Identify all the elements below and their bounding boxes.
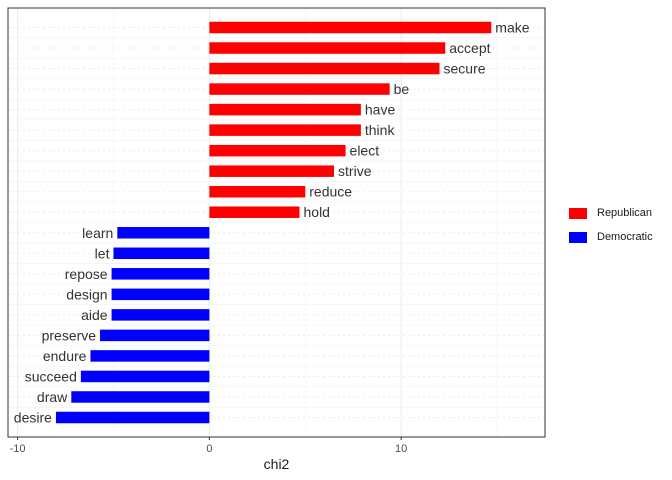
x-tick-label: -10 [10,443,26,455]
bar-republican-make [209,21,492,34]
bar-label-think: think [365,122,396,138]
bar-label-aide: aide [81,307,108,323]
bar-label-accept: accept [449,40,490,56]
bar-republican-accept [209,42,446,54]
bar-democratic-preserve [100,329,210,342]
legend-swatch-democratic [569,231,587,243]
bar-label-hold: hold [304,204,330,220]
bar-label-draw: draw [37,389,68,405]
bar-label-endure: endure [43,348,87,364]
bar-republican-strive [209,165,335,177]
legend-label-republican: Republican [597,207,653,219]
bar-label-strive: strive [338,163,372,179]
bar-democratic-aide [111,309,210,321]
legend-swatch-republican [569,207,587,219]
bar-label-make: make [495,20,529,36]
bar-label-let: let [95,245,110,261]
bar-label-be: be [394,81,410,97]
bar-republican-have [209,103,361,116]
bar-democratic-let [113,247,210,260]
bar-republican-elect [209,144,346,157]
bar-label-learn: learn [82,225,113,241]
bar-label-secure: secure [444,61,486,77]
bar-label-design: design [66,286,107,302]
legend-label-democratic: Democratic [597,231,653,243]
bar-label-preserve: preserve [42,327,97,343]
x-tick-label: 10 [395,443,407,455]
bar-label-repose: repose [65,266,108,282]
bar-label-succeed: succeed [25,368,77,384]
x-axis-title: chi2 [264,456,290,472]
bar-democratic-endure [90,350,210,362]
bar-democratic-repose [111,268,210,280]
x-tick-label: 0 [206,443,212,455]
legend-item-democratic: Democratic [569,228,653,246]
bar-republican-secure [209,62,440,75]
legend-item-republican: Republican [569,204,653,222]
bar-republican-be [209,83,390,95]
bar-label-reduce: reduce [309,184,352,200]
bar-label-desire: desire [14,410,52,426]
bar-republican-think [209,124,361,136]
bar-democratic-learn [117,227,210,239]
bar-label-have: have [365,102,396,118]
bar-democratic-design [111,288,210,301]
legend: Republican Democratic [569,204,653,252]
bar-democratic-draw [71,391,210,403]
bar-republican-hold [209,206,300,218]
bar-democratic-desire [55,411,210,424]
bar-democratic-succeed [80,370,210,383]
panel-border [7,7,546,438]
bar-label-elect: elect [350,143,380,159]
bar-republican-reduce [209,185,306,198]
